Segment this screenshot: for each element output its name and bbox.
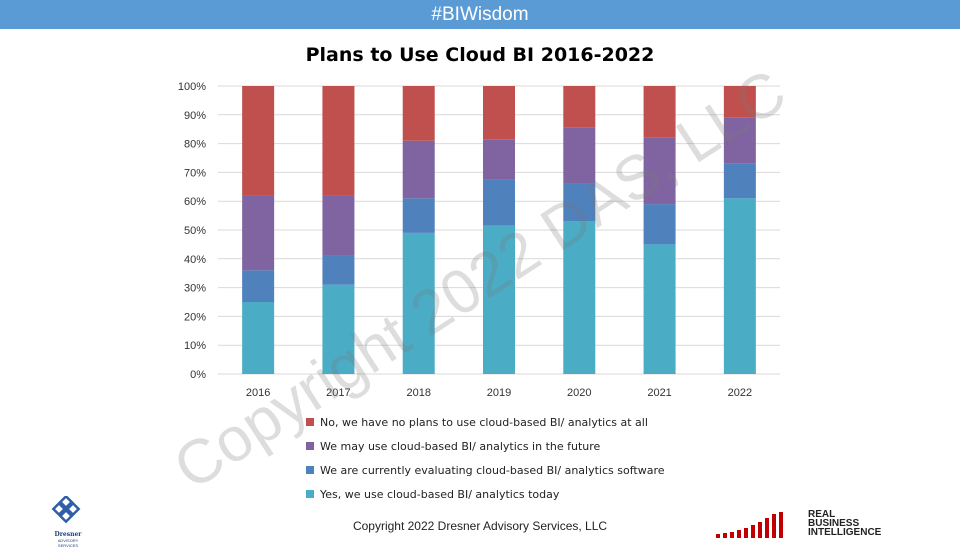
- bar-segment-2016-s2: [242, 195, 275, 271]
- rbi-logo-text: REAL BUSINESS INTELLIGENCE: [808, 509, 882, 538]
- bar-segment-2022-s1: [723, 163, 756, 199]
- legend-item-future: We may use cloud-based BI/ analytics in …: [306, 434, 665, 458]
- bar-segment-2020-s0: [563, 221, 596, 374]
- bar-segment-2020-s1: [563, 183, 596, 222]
- legend-item-evaluating: We are currently evaluating cloud-based …: [306, 458, 665, 482]
- bar-segment-2017-s1: [322, 255, 355, 285]
- top-banner: #BIWisdom: [0, 0, 960, 29]
- rbi-line-3: INTELLIGENCE: [808, 527, 882, 538]
- dresner-logo-name: Dresner: [54, 531, 82, 538]
- legend-swatch-yes: [306, 490, 314, 498]
- legend-label-future: We may use cloud-based BI/ analytics in …: [320, 439, 601, 453]
- rbi-line-2: BUSINESS: [808, 518, 860, 529]
- bar-segment-2019-s0: [483, 225, 515, 374]
- bar-segment-2020-s3: [563, 86, 596, 128]
- x-tick-label: 2021: [647, 387, 671, 399]
- bar-segment-2020-s2: [563, 127, 596, 184]
- bar-segment-2019-s2: [483, 139, 515, 180]
- rbi-line-1: REAL: [808, 509, 836, 520]
- bar-segment-2016-s1: [242, 270, 275, 302]
- x-tick-label: 2018: [406, 387, 430, 399]
- bar-segment-2021-s0: [643, 244, 676, 374]
- y-tick-label: 20%: [184, 311, 206, 323]
- y-tick-label: 0%: [190, 369, 206, 381]
- y-tick-label: 60%: [184, 196, 206, 208]
- x-tick-label: 2016: [246, 387, 270, 399]
- x-tick-label: 2019: [487, 387, 511, 399]
- bar-segment-2019-s1: [483, 179, 515, 226]
- bar-segment-2016-s0: [242, 302, 275, 374]
- bar-segment-2018-s0: [402, 232, 435, 374]
- legend: No, we have no plans to use cloud-based …: [306, 410, 665, 506]
- y-tick-label: 10%: [184, 340, 206, 352]
- x-tick-label: 2017: [326, 387, 350, 399]
- bar-segment-2022-s3: [723, 86, 756, 118]
- bar-segment-2021-s3: [643, 86, 676, 138]
- y-tick-label: 80%: [184, 139, 206, 151]
- bar-segment-2022-s2: [723, 117, 756, 164]
- x-tick-label: 2022: [728, 387, 752, 399]
- x-tick-label: 2020: [567, 387, 591, 399]
- bar-segment-2019-s3: [483, 86, 515, 140]
- x-axis-ticks: 2016 2017 2018 2019 2020 2021 2022: [246, 387, 752, 399]
- bar-segment-2016-s3: [242, 86, 275, 196]
- footer-copyright: Copyright 2022 Dresner Advisory Services…: [352, 519, 608, 533]
- bar-segment-2017-s3: [322, 86, 355, 196]
- bar-segment-2021-s2: [643, 137, 676, 205]
- legend-item-yes: Yes, we use cloud-based BI/ analytics to…: [306, 482, 665, 506]
- bar-segment-2017-s2: [322, 195, 355, 256]
- y-tick-label: 30%: [184, 283, 206, 295]
- y-axis-ticks: 0% 10% 20% 30% 40% 50% 60% 70% 80% 90% 100%: [178, 81, 206, 381]
- bars: [242, 86, 756, 374]
- dresner-knot-icon: [51, 494, 81, 524]
- bar-segment-2022-s0: [723, 198, 756, 374]
- y-tick-label: 90%: [184, 110, 206, 122]
- chart-title: Plans to Use Cloud BI 2016-2022: [305, 44, 655, 66]
- bar-segment-2018-s2: [402, 140, 435, 199]
- bar-segment-2018-s3: [402, 86, 435, 141]
- bar-segment-2021-s1: [643, 204, 676, 245]
- legend-swatch-evaluating: [306, 466, 314, 474]
- y-tick-label: 100%: [178, 81, 206, 93]
- y-tick-label: 70%: [184, 167, 206, 179]
- bar-segment-2017-s0: [322, 284, 355, 374]
- legend-label-no-plans: No, we have no plans to use cloud-based …: [320, 415, 648, 429]
- y-tick-label: 40%: [184, 254, 206, 266]
- y-tick-label: 50%: [184, 225, 206, 237]
- legend-label-yes: Yes, we use cloud-based BI/ analytics to…: [320, 487, 560, 501]
- real-business-intelligence-logo: REAL BUSINESS INTELLIGENCE: [716, 510, 916, 540]
- legend-label-evaluating: We are currently evaluating cloud-based …: [320, 463, 665, 477]
- legend-swatch-future: [306, 442, 314, 450]
- stacked-bar-chart: 0%10%20%30%40%50%60%70%80%90%100% 2016 20…: [178, 81, 780, 399]
- rbi-bars-icon: [716, 512, 786, 538]
- bar-segment-2018-s1: [402, 198, 435, 233]
- legend-swatch-no-plans: [306, 418, 314, 426]
- legend-item-no-plans: No, we have no plans to use cloud-based …: [306, 410, 665, 434]
